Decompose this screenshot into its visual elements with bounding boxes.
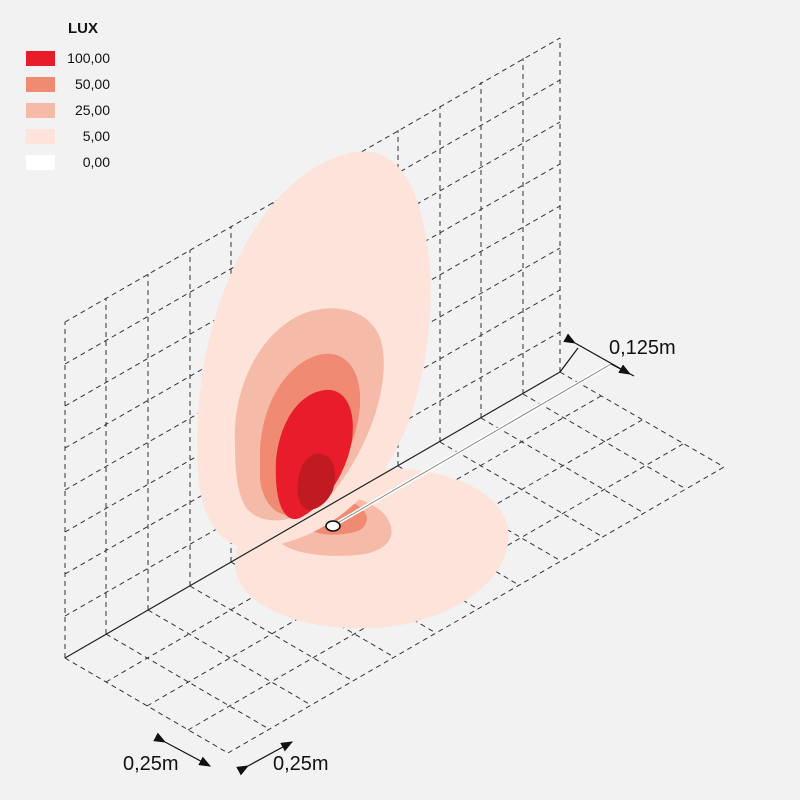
mounting-line-core <box>333 363 612 526</box>
luminaire-marker <box>325 520 341 532</box>
legend-swatch <box>26 129 55 144</box>
legend-value: 50,00 <box>74 76 110 92</box>
grid-x-dimension-label: 0,25m <box>123 753 179 775</box>
legend-swatch <box>26 155 55 170</box>
legend-swatch <box>26 77 55 92</box>
grid-y-dimension-label: 0,25m <box>273 753 329 775</box>
legend-value: 25,00 <box>74 102 110 118</box>
wall-light-pattern <box>197 151 431 549</box>
grid-y-dimension-marker <box>236 741 294 776</box>
legend-item: 25,00 <box>26 102 136 120</box>
legend-item: 0,00 <box>26 154 136 172</box>
legend-value: 100,00 <box>67 50 110 66</box>
legend-item: 5,00 <box>26 128 136 146</box>
legend-swatch <box>26 103 55 118</box>
legend-item: 50,00 <box>26 76 136 94</box>
legend-item: 100,00 <box>26 50 136 68</box>
legend-swatch <box>26 51 55 66</box>
grid-x-dimension-marker <box>153 732 212 767</box>
depth-dimension-marker <box>559 333 635 377</box>
legend-value: 5,00 <box>82 128 110 144</box>
wall-base-line <box>64 371 561 659</box>
legend-title: LUX <box>68 20 98 37</box>
legend-value: 0,00 <box>82 154 110 170</box>
depth-dimension-label: 0,125m <box>609 337 676 359</box>
